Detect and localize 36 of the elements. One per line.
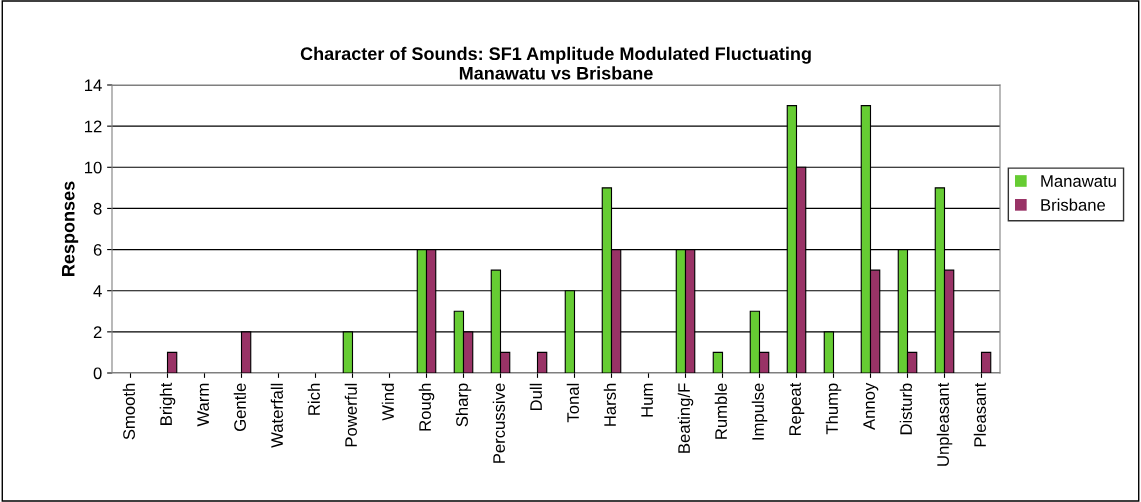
x-tick-label: Powerful <box>344 383 357 447</box>
legend-label: Brisbane <box>1041 198 1106 211</box>
legend-label: Manawatu <box>1041 175 1116 187</box>
y-tick-label: 10 <box>85 161 102 174</box>
y-axis-title: Responses <box>62 181 79 276</box>
x-tick-label: Dull <box>529 383 542 411</box>
x-tick-label: Hum <box>641 383 653 417</box>
y-tick-label: 6 <box>93 243 102 256</box>
x-tick-label: Bright <box>159 382 176 425</box>
x-tick-label: Waterfall <box>270 383 283 448</box>
x-tick-label: Rich <box>307 383 320 415</box>
y-tick-label: 2 <box>93 326 102 338</box>
x-tick-label: Wind <box>381 383 394 421</box>
x-tick-label: Sharp <box>455 383 472 427</box>
x-tick-label: Smooth <box>122 383 135 440</box>
x-tick-label: Unpleasant <box>936 382 953 466</box>
x-tick-label: Annoy <box>863 382 879 430</box>
x-tick-label: Tonal <box>566 383 579 423</box>
x-tick-label: Pleasant <box>973 382 986 447</box>
y-tick-label: 4 <box>93 285 102 297</box>
x-tick-label: Harsh <box>603 383 616 426</box>
chart-title: Character of Sounds: SF1 Amplitude Modulated Fluctuating Manawatu vs Brisbane <box>300 46 811 80</box>
x-tick-label: Warm <box>197 383 209 427</box>
x-tick-label: Repeat <box>789 382 805 436</box>
y-tick-label: 14 <box>85 79 102 92</box>
y-tick-label: 8 <box>93 202 102 215</box>
x-tick-label: Rough <box>418 383 435 431</box>
x-tick-label: Gentle <box>233 383 246 431</box>
y-tick-label: 0 <box>93 367 102 380</box>
x-tick-label: Beating/F <box>677 383 694 453</box>
x-tick-label: Percussive <box>492 383 505 463</box>
x-tick-label: Impulse <box>751 383 768 440</box>
x-tick-label: Thump <box>825 383 842 435</box>
y-tick-label: 12 <box>85 120 102 133</box>
x-tick-label: Disturb <box>899 383 912 435</box>
x-tick-label: Rumble <box>714 383 727 439</box>
